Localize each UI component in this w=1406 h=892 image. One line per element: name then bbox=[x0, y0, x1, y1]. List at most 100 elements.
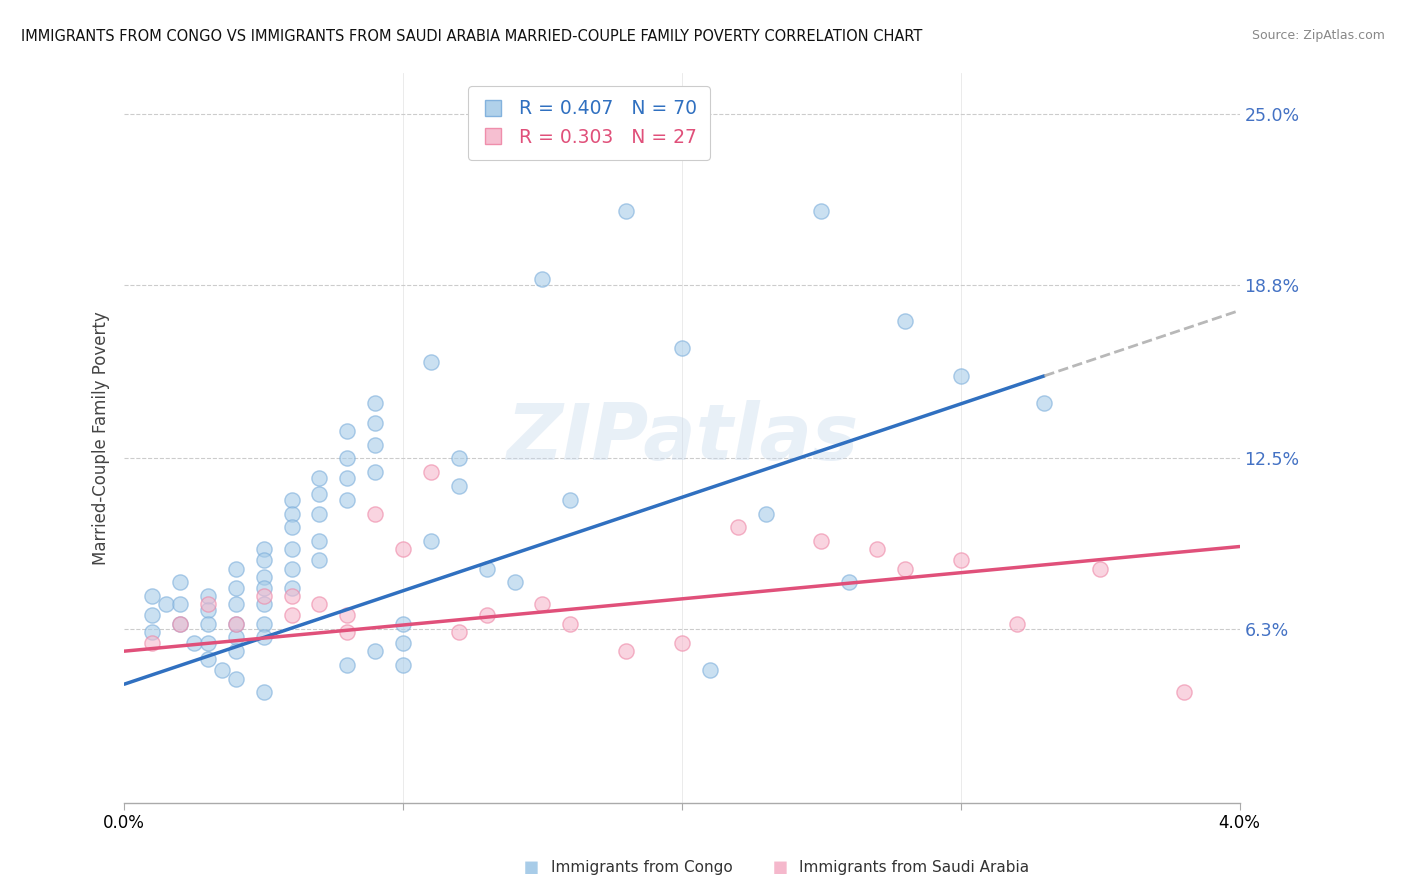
Point bbox=[253, 542, 276, 557]
Point bbox=[141, 624, 163, 639]
Point bbox=[755, 507, 778, 521]
Point bbox=[253, 598, 276, 612]
Point bbox=[531, 272, 554, 286]
Point bbox=[308, 507, 330, 521]
Point bbox=[364, 644, 387, 658]
Text: Source: ZipAtlas.com: Source: ZipAtlas.com bbox=[1251, 29, 1385, 42]
Point bbox=[308, 471, 330, 485]
Point bbox=[336, 471, 359, 485]
Point bbox=[197, 589, 219, 603]
Point bbox=[364, 438, 387, 452]
Point bbox=[225, 561, 247, 575]
Point bbox=[197, 636, 219, 650]
Text: ▪: ▪ bbox=[523, 855, 540, 879]
Point bbox=[280, 520, 302, 534]
Point bbox=[894, 314, 917, 328]
Text: IMMIGRANTS FROM CONGO VS IMMIGRANTS FROM SAUDI ARABIA MARRIED-COUPLE FAMILY POVE: IMMIGRANTS FROM CONGO VS IMMIGRANTS FROM… bbox=[21, 29, 922, 44]
Point bbox=[336, 492, 359, 507]
Point bbox=[141, 636, 163, 650]
Point bbox=[308, 553, 330, 567]
Point bbox=[211, 664, 233, 678]
Point bbox=[447, 451, 470, 466]
Point bbox=[420, 465, 443, 479]
Point bbox=[364, 416, 387, 430]
Point bbox=[560, 492, 582, 507]
Text: ▪: ▪ bbox=[772, 855, 789, 879]
Point bbox=[280, 581, 302, 595]
Point bbox=[336, 608, 359, 623]
Point bbox=[225, 631, 247, 645]
Point bbox=[1033, 396, 1056, 410]
Point bbox=[866, 542, 889, 557]
Point bbox=[1005, 616, 1028, 631]
Point bbox=[169, 598, 191, 612]
Point bbox=[225, 616, 247, 631]
Point bbox=[838, 575, 860, 590]
Point bbox=[364, 465, 387, 479]
Point bbox=[169, 616, 191, 631]
Point bbox=[308, 487, 330, 501]
Point bbox=[531, 598, 554, 612]
Point bbox=[336, 451, 359, 466]
Point bbox=[420, 534, 443, 549]
Legend: R = 0.407   N = 70, R = 0.303   N = 27: R = 0.407 N = 70, R = 0.303 N = 27 bbox=[468, 86, 710, 160]
Point bbox=[392, 542, 415, 557]
Point bbox=[475, 561, 498, 575]
Point bbox=[699, 664, 721, 678]
Point bbox=[280, 589, 302, 603]
Point bbox=[253, 631, 276, 645]
Point bbox=[560, 616, 582, 631]
Point bbox=[949, 553, 972, 567]
Point bbox=[197, 598, 219, 612]
Point bbox=[225, 672, 247, 686]
Point bbox=[253, 553, 276, 567]
Point bbox=[894, 561, 917, 575]
Point bbox=[141, 608, 163, 623]
Point bbox=[336, 624, 359, 639]
Point bbox=[1173, 685, 1195, 699]
Point bbox=[253, 685, 276, 699]
Point bbox=[949, 368, 972, 383]
Point bbox=[280, 542, 302, 557]
Point bbox=[614, 203, 637, 218]
Point bbox=[503, 575, 526, 590]
Point bbox=[141, 589, 163, 603]
Point bbox=[810, 203, 832, 218]
Point bbox=[447, 479, 470, 493]
Point bbox=[183, 636, 205, 650]
Point bbox=[225, 581, 247, 595]
Point bbox=[253, 616, 276, 631]
Point bbox=[1090, 561, 1112, 575]
Point bbox=[197, 652, 219, 666]
Text: ZIPatlas: ZIPatlas bbox=[506, 400, 858, 475]
Point bbox=[392, 616, 415, 631]
Point bbox=[225, 598, 247, 612]
Point bbox=[253, 581, 276, 595]
Point bbox=[253, 570, 276, 584]
Point bbox=[155, 598, 177, 612]
Point bbox=[671, 636, 693, 650]
Point bbox=[392, 636, 415, 650]
Point bbox=[671, 341, 693, 355]
Point bbox=[169, 616, 191, 631]
Point bbox=[336, 424, 359, 438]
Point bbox=[447, 624, 470, 639]
Point bbox=[364, 396, 387, 410]
Point bbox=[420, 355, 443, 369]
Point bbox=[810, 534, 832, 549]
Text: Immigrants from Saudi Arabia: Immigrants from Saudi Arabia bbox=[799, 860, 1029, 874]
Point bbox=[475, 608, 498, 623]
Point bbox=[225, 644, 247, 658]
Point bbox=[169, 575, 191, 590]
Y-axis label: Married-Couple Family Poverty: Married-Couple Family Poverty bbox=[93, 311, 110, 565]
Point bbox=[336, 657, 359, 672]
Point bbox=[253, 589, 276, 603]
Point bbox=[225, 616, 247, 631]
Point bbox=[280, 561, 302, 575]
Point bbox=[280, 492, 302, 507]
Point bbox=[280, 507, 302, 521]
Point bbox=[197, 603, 219, 617]
Point bbox=[280, 608, 302, 623]
Point bbox=[364, 507, 387, 521]
Point bbox=[614, 644, 637, 658]
